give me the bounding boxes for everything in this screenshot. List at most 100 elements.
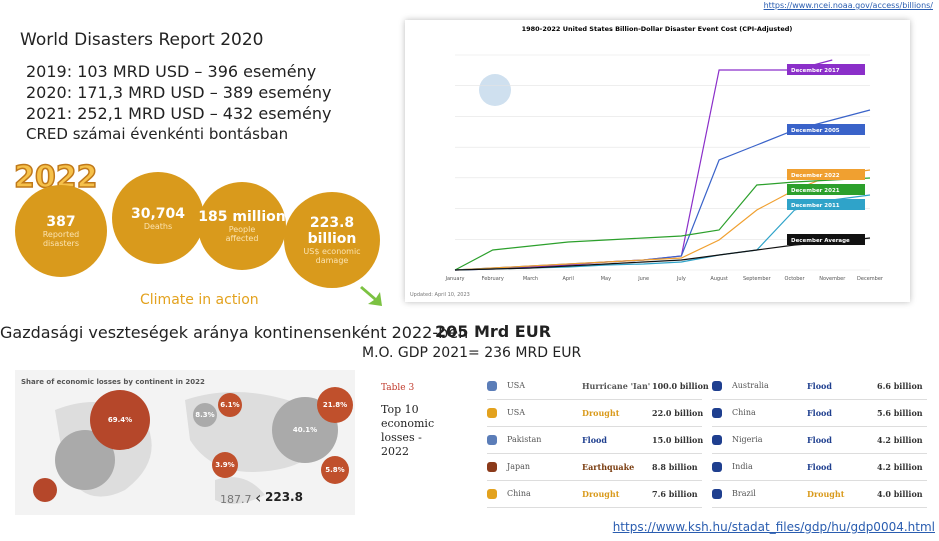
row-rule <box>712 453 927 454</box>
bubble: 185 million People affected <box>198 182 286 270</box>
bubble-value: 185 million <box>198 209 286 225</box>
month-label: November <box>819 276 846 282</box>
month-label: August <box>710 276 728 282</box>
compare-new: 223.8 <box>265 490 303 504</box>
map-label: 5.8% <box>325 466 344 474</box>
event-type: Drought <box>807 489 845 499</box>
callout-box <box>787 64 865 75</box>
event-type: Drought <box>582 489 620 499</box>
row-icon <box>487 489 497 499</box>
event-type: Flood <box>807 381 832 391</box>
region <box>55 430 115 490</box>
event-type: Flood <box>807 462 832 472</box>
loss-amount: 6.6 billion <box>877 381 923 391</box>
climate-text: Climate in action <box>140 292 259 308</box>
title: World Disasters Report 2020 <box>20 30 264 50</box>
eur-total: 205 Mrd EUR <box>435 322 552 341</box>
bubble: 223.8 billion US$ economic damage <box>284 192 380 288</box>
month-label: June <box>637 276 649 282</box>
row-icon <box>487 462 497 472</box>
month-label: May <box>601 276 611 282</box>
callout-label: December 2022 <box>791 173 840 179</box>
region <box>33 478 57 502</box>
noaa-chart: 1980-2022 United States Billion-Dollar D… <box>405 20 910 302</box>
arrow-shape <box>360 286 382 306</box>
compare-bracket: ‹ <box>255 488 261 507</box>
row-rule <box>487 426 702 427</box>
loss-amount: 100.0 billion <box>652 381 709 391</box>
loss-amount: 5.6 billion <box>877 408 923 418</box>
country: Japan <box>507 462 531 471</box>
row-icon <box>487 408 497 418</box>
map-label: 3.9% <box>215 461 234 469</box>
loss-amount: 4.0 billion <box>877 489 923 499</box>
country: Nigeria <box>732 435 763 444</box>
table-heading: Top 10 economic losses - 2022 <box>381 403 435 458</box>
stat-line: 2019: 103 MRD USD – 396 esemény <box>26 62 317 81</box>
country: China <box>732 408 756 417</box>
callout-label: December Average <box>791 238 850 244</box>
callout-box <box>787 184 865 195</box>
noaa-logo <box>479 74 511 106</box>
callout-box <box>787 234 865 245</box>
loss-table: Table 3 Top 10 economic losses - 2022 US… <box>375 375 927 510</box>
bubble-label: People affected <box>225 225 259 243</box>
map-title: Share of economic losses by continent in… <box>21 378 205 386</box>
region <box>218 393 242 417</box>
country: Brazil <box>732 489 756 498</box>
row-icon <box>712 489 722 499</box>
bubble-label: Reported disasters <box>42 230 80 248</box>
bubble-value: 223.8 billion <box>307 215 357 247</box>
month-label: January <box>445 276 465 282</box>
event-type: Flood <box>807 435 832 445</box>
source-link[interactable]: https://www.ksh.hu/stadat_files/gdp/hu/g… <box>612 520 935 534</box>
country: USA <box>507 408 525 417</box>
loss-amount: 15.0 billion <box>652 435 704 445</box>
row-icon <box>712 381 722 391</box>
map-label: 69.4% <box>108 416 132 424</box>
callout-label: December 2017 <box>791 68 840 74</box>
map-label: 21.8% <box>323 401 347 409</box>
loss-map: Share of economic losses by continent in… <box>15 370 355 515</box>
row-icon <box>712 408 722 418</box>
source-link[interactable]: https://www.ncei.noaa.gov/access/billion… <box>763 1 933 10</box>
event-type: Hurricane 'Ian' <box>582 381 651 391</box>
map-label: 8.3% <box>195 411 214 419</box>
row-rule <box>712 480 927 481</box>
chart-updated: Updated: April 10, 2023 <box>410 292 470 298</box>
map-label: 40.1% <box>293 426 317 434</box>
compare-old: 187.7 <box>220 493 252 506</box>
month-label: October <box>785 276 806 282</box>
map-label: 6.1% <box>220 401 239 409</box>
losses-title: Gazdasági veszteségek aránya kontinensen… <box>0 323 469 342</box>
row-rule <box>712 399 927 400</box>
row-icon <box>712 462 722 472</box>
row-rule <box>487 453 702 454</box>
month-label: February <box>482 276 504 282</box>
loss-amount: 8.8 billion <box>652 462 698 472</box>
row-icon <box>712 435 722 445</box>
callout-box <box>787 124 865 135</box>
month-label: September <box>743 276 772 282</box>
event-type: Earthquake <box>582 462 635 472</box>
country: India <box>732 462 753 471</box>
region <box>90 390 150 450</box>
callout-label: December 2005 <box>791 128 840 134</box>
event-type: Flood <box>582 435 607 445</box>
month-label: December <box>857 276 884 282</box>
month-label: July <box>676 276 686 282</box>
row-icon <box>487 381 497 391</box>
event-type: Drought <box>582 408 620 418</box>
region <box>321 456 349 484</box>
stat-line: CRED számai évenkénti bontásban <box>26 125 289 143</box>
row-rule <box>487 507 702 508</box>
bubble-label: US$ economic damage <box>303 247 361 265</box>
callout-label: December 2011 <box>791 203 840 209</box>
region <box>193 403 217 427</box>
callout-label: December 2021 <box>791 188 840 194</box>
stat-line: 2020: 171,3 MRD USD – 389 esemény <box>26 83 332 102</box>
row-rule <box>487 480 702 481</box>
row-icon <box>487 435 497 445</box>
callout-box <box>787 169 865 180</box>
table-caption: Table 3 <box>381 383 415 393</box>
